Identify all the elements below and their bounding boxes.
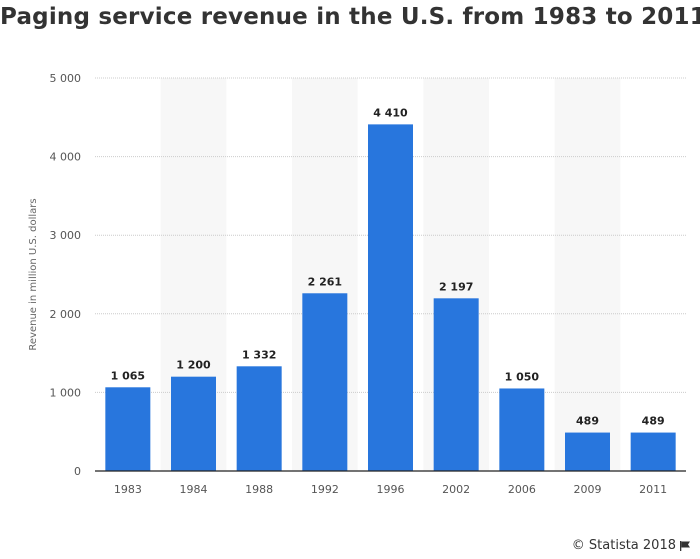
x-tick-label: 2002 <box>442 483 470 496</box>
bar <box>433 298 479 471</box>
x-tick-label: 1996 <box>377 483 405 496</box>
bar <box>499 388 545 471</box>
data-label: 4 410 <box>373 106 408 119</box>
bar <box>171 376 216 471</box>
y-tick-label: 5 000 <box>50 72 82 85</box>
bar <box>565 432 610 471</box>
y-tick-label: 2 000 <box>50 308 82 321</box>
x-tick-label: 2009 <box>574 483 602 496</box>
flag-icon[interactable] <box>680 540 690 551</box>
y-tick-label: 1 000 <box>50 386 82 399</box>
credit-text[interactable]: © Statista 2018 <box>571 538 676 553</box>
bar <box>630 432 676 471</box>
y-axis-label: Revenue in million U.S. dollars <box>28 198 39 350</box>
bar <box>236 366 282 471</box>
data-label: 1 332 <box>242 348 276 361</box>
data-label: 489 <box>576 415 599 428</box>
data-label: 1 050 <box>505 370 540 383</box>
y-tick-label: 3 000 <box>50 229 82 242</box>
data-label: 1 200 <box>176 359 211 372</box>
data-label: 489 <box>642 415 665 428</box>
x-tick-label: 1983 <box>114 483 142 496</box>
footer: © Statista 2018 <box>572 538 690 553</box>
bar <box>368 124 413 472</box>
chart-title: Paging service revenue in the U.S. from … <box>0 4 700 30</box>
data-label: 2 197 <box>439 280 473 293</box>
bar <box>105 387 151 471</box>
data-label: 1 065 <box>111 369 145 382</box>
data-label: 2 261 <box>308 275 342 288</box>
x-tick-label: 2011 <box>639 483 667 496</box>
x-tick-label: 1992 <box>311 483 339 496</box>
x-tick-label: 1988 <box>245 483 273 496</box>
bar <box>302 293 348 471</box>
bar-chart: 0 1 000 2 000 3 000 4 000 5 000 Revenue in mil… <box>28 72 686 496</box>
y-tick-label: 4 000 <box>50 151 82 164</box>
x-tick-label: 1984 <box>180 483 208 496</box>
x-tick-label: 2006 <box>508 483 536 496</box>
column-band <box>554 78 621 471</box>
y-tick-label: 0 <box>74 465 81 478</box>
